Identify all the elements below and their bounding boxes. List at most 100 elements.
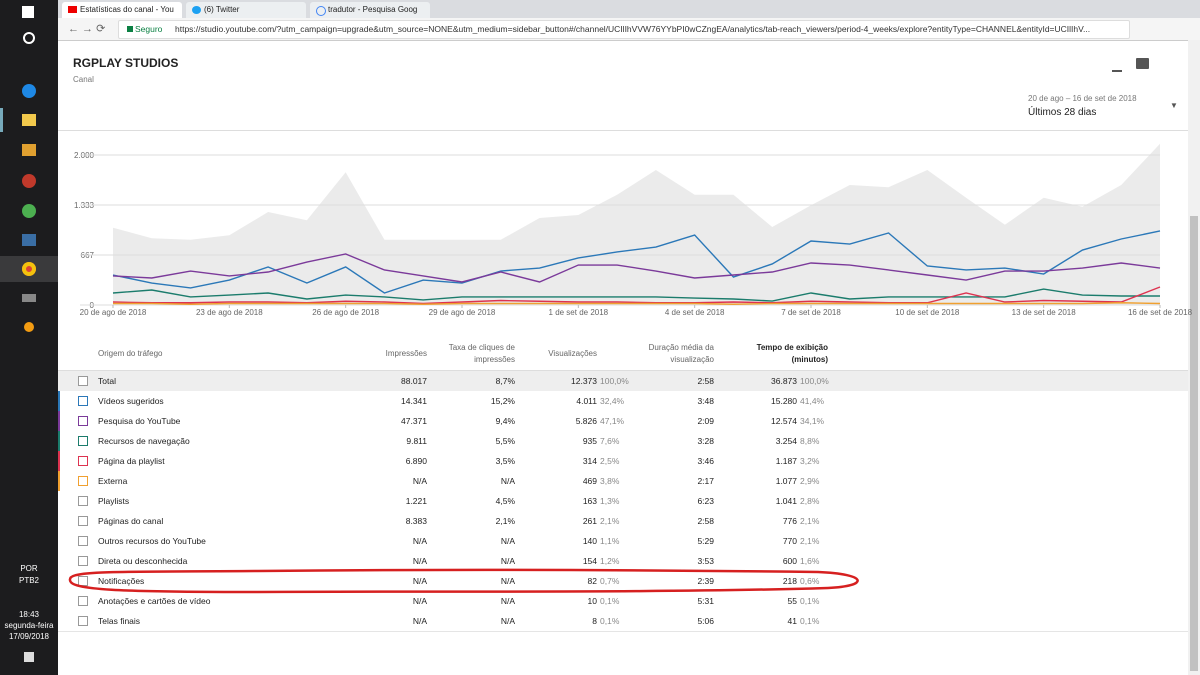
- watch-pct: 1,6%: [800, 556, 820, 566]
- avg-duration: 6:23: [697, 496, 714, 506]
- watch-pct: 0,6%: [800, 576, 820, 586]
- feedback-icon[interactable]: [1136, 58, 1149, 69]
- watch-time: 1.077: [775, 476, 797, 486]
- impressions: N/A: [412, 556, 427, 566]
- row-name: Notificações: [98, 576, 145, 586]
- views: 8: [592, 616, 597, 626]
- search-icon[interactable]: [23, 32, 35, 44]
- clock-time[interactable]: 18:43: [18, 610, 40, 619]
- download-icon[interactable]: [1112, 58, 1122, 72]
- omnibox[interactable]: Seguro https://studio.youtube.com/?utm_c…: [118, 20, 1130, 39]
- x-tick-label: 7 de set de 2018: [781, 308, 841, 317]
- divider: [58, 130, 1188, 131]
- tab[interactable]: (6) Twitter: [186, 2, 306, 18]
- app-icon[interactable]: [22, 234, 36, 246]
- views-pct: 47,1%: [600, 416, 625, 426]
- clock-date[interactable]: 17/09/2018: [8, 632, 50, 641]
- notification-icon[interactable]: [24, 652, 34, 662]
- views: 154: [582, 556, 597, 566]
- edge-icon[interactable]: [22, 84, 36, 98]
- taskbar: POR PTB2 18:43 segunda-feira 17/09/2018: [0, 0, 58, 675]
- watch-time: 55: [787, 596, 797, 606]
- row-name: Vídeos sugeridos: [98, 396, 164, 406]
- app-icon[interactable]: [22, 204, 36, 218]
- views-pct: 0,7%: [600, 576, 620, 586]
- app-icon[interactable]: [22, 294, 36, 302]
- row-name: Direta ou desconhecida: [98, 556, 188, 566]
- app-icon[interactable]: [24, 322, 34, 332]
- ctr: 2,1%: [495, 516, 515, 526]
- row-checkbox[interactable]: [78, 476, 88, 486]
- ctr: N/A: [500, 476, 515, 486]
- watch-pct: 0,1%: [800, 596, 820, 606]
- highlight-ellipse: [68, 568, 859, 594]
- views: 469: [582, 476, 597, 486]
- row-checkbox[interactable]: [78, 516, 88, 526]
- row-checkbox[interactable]: [78, 596, 88, 606]
- app-icon[interactable]: [22, 174, 36, 188]
- row-checkbox[interactable]: [78, 576, 88, 586]
- clock-day[interactable]: segunda-feira: [4, 621, 54, 630]
- dropdown-arrow[interactable]: ▼: [1170, 101, 1178, 110]
- views-pct: 0,1%: [600, 616, 620, 626]
- scroll-thumb[interactable]: [1190, 216, 1198, 671]
- row-checkbox[interactable]: [78, 376, 88, 386]
- x-tick-label: 20 de ago de 2018: [80, 308, 147, 317]
- chrome-icon[interactable]: [22, 262, 36, 276]
- row-checkbox[interactable]: [78, 496, 88, 506]
- x-tick-label: 16 de set de 2018: [1128, 308, 1193, 317]
- x-tick-label: 29 de ago de 2018: [429, 308, 496, 317]
- toolbar: ← → ⟳ Seguro https://studio.youtube.com/…: [58, 18, 1200, 41]
- date-range: 20 de ago – 16 de set de 2018: [1028, 94, 1137, 103]
- views-pct: 2,1%: [600, 516, 620, 526]
- x-tick-label: 23 de ago de 2018: [196, 308, 263, 317]
- watch-pct: 41,4%: [800, 396, 825, 406]
- ctr: 4,5%: [495, 496, 515, 506]
- ctr: 8,7%: [495, 376, 515, 386]
- annotation-layer: [68, 568, 859, 594]
- tab[interactable]: Estatísticas do canal - You: [62, 2, 182, 18]
- layout[interactable]: PTB2: [18, 576, 39, 585]
- views: 163: [582, 496, 597, 506]
- impressions: N/A: [412, 476, 427, 486]
- start-button[interactable]: [22, 6, 34, 18]
- row-checkbox[interactable]: [78, 616, 88, 626]
- google-favicon: [316, 6, 326, 16]
- youtube-favicon: [68, 6, 77, 13]
- impressions: 8.383: [405, 516, 427, 526]
- views: 935: [582, 436, 597, 446]
- traffic-table: Origem do tráfego Impressões Taxa de cliqu…: [58, 330, 1188, 675]
- lang[interactable]: POR: [20, 564, 38, 573]
- views: 140: [582, 536, 597, 546]
- impressions: N/A: [412, 616, 427, 626]
- row-checkbox[interactable]: [78, 436, 88, 446]
- impressions: 47.371: [401, 416, 427, 426]
- nav-buttons[interactable]: ← → ⟳: [68, 23, 106, 35]
- views: 261: [582, 516, 597, 526]
- row-checkbox[interactable]: [78, 416, 88, 426]
- views-pct: 3,8%: [600, 476, 620, 486]
- row-checkbox[interactable]: [78, 536, 88, 546]
- ctr: N/A: [500, 596, 515, 606]
- area: [113, 143, 1160, 305]
- x-tick-label: 26 de ago de 2018: [312, 308, 379, 317]
- player-icon[interactable]: [22, 144, 36, 156]
- impressions: 88.017: [401, 376, 427, 386]
- row-name: Playlists: [98, 496, 130, 506]
- tab-title: (6) Twitter: [204, 5, 240, 14]
- views: 5.826: [575, 416, 597, 426]
- folder-icon[interactable]: [22, 114, 36, 126]
- row-checkbox[interactable]: [78, 556, 88, 566]
- row-checkbox[interactable]: [78, 456, 88, 466]
- row-name: Total: [98, 376, 116, 386]
- watch-pct: 2,1%: [800, 536, 820, 546]
- period-select[interactable]: Últimos 28 dias: [1028, 107, 1097, 118]
- tab[interactable]: tradutor - Pesquisa Goog: [310, 2, 430, 18]
- watch-time: 15.280: [771, 396, 797, 406]
- column-header[interactable]: Tempo de exibição (minutos): [756, 343, 828, 364]
- row-checkbox[interactable]: [78, 396, 88, 406]
- scrollbar[interactable]: [1188, 40, 1200, 675]
- watch-time: 770: [782, 536, 797, 546]
- table-row[interactable]: [58, 611, 1188, 632]
- tab-strip: Estatísticas do canal - You (6) Twitter …: [58, 0, 1200, 18]
